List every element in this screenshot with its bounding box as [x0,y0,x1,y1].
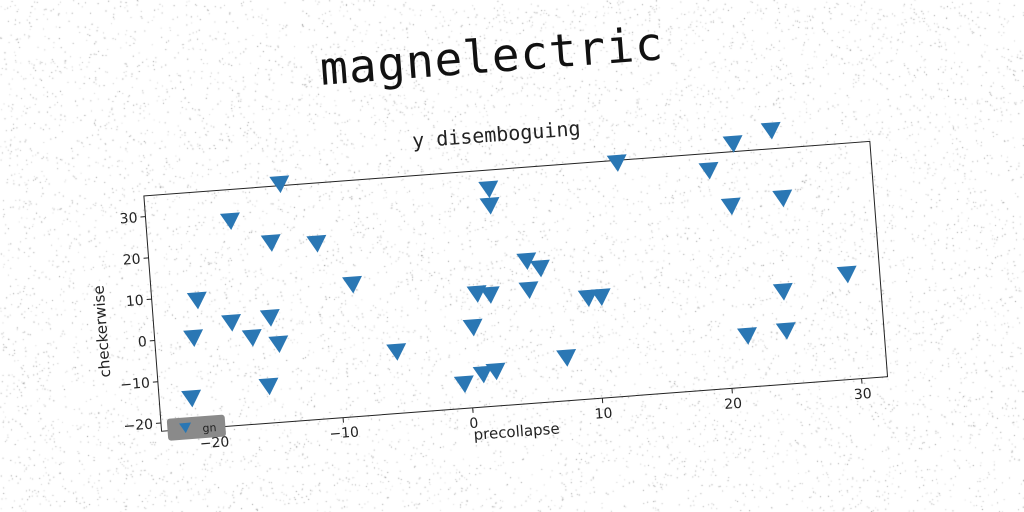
data-point [721,198,742,216]
data-point [518,281,539,299]
y-tick-label: −20 [123,417,154,435]
data-point [386,343,407,361]
series-markers [164,117,864,414]
data-point [776,322,797,340]
data-point [772,189,793,207]
data-point [260,309,281,327]
data-point [306,235,327,253]
data-point [591,288,612,306]
y-tick-label: −10 [120,375,151,393]
y-tick-label: 20 [122,251,141,268]
legend: gn [167,415,226,441]
data-point [480,197,501,215]
data-point [556,349,577,367]
data-point [221,314,242,332]
data-point [181,390,202,408]
data-point [242,329,263,347]
data-point [454,375,475,393]
data-point [268,335,289,353]
x-tick-label: 20 [724,396,743,413]
data-point [261,234,282,252]
data-point [463,319,484,337]
data-point [761,122,782,140]
data-point [183,329,204,347]
data-point [530,260,551,278]
data-point [269,175,290,193]
data-point [773,283,794,301]
data-point [737,327,758,345]
data-point [187,292,208,310]
data-point [478,180,499,198]
y-tick-label: 0 [137,334,147,351]
x-tick-label: 30 [853,386,872,403]
x-tick-label: −10 [329,424,360,442]
data-point [480,286,501,304]
data-point [220,212,241,230]
chart-title: y disemboguing [411,116,581,153]
data-point [607,154,628,172]
y-axis-label: checkerwise [89,285,114,378]
y-tick-label: 10 [125,293,144,310]
x-tick-label: 10 [594,405,613,422]
data-point [837,266,858,284]
legend-box [167,415,226,441]
x-axis-label: precollapse [473,419,560,443]
data-point [258,378,279,396]
data-point [342,276,363,294]
legend-label: gn [202,421,217,435]
data-point [699,162,720,180]
y-tick-label: 30 [119,210,138,227]
